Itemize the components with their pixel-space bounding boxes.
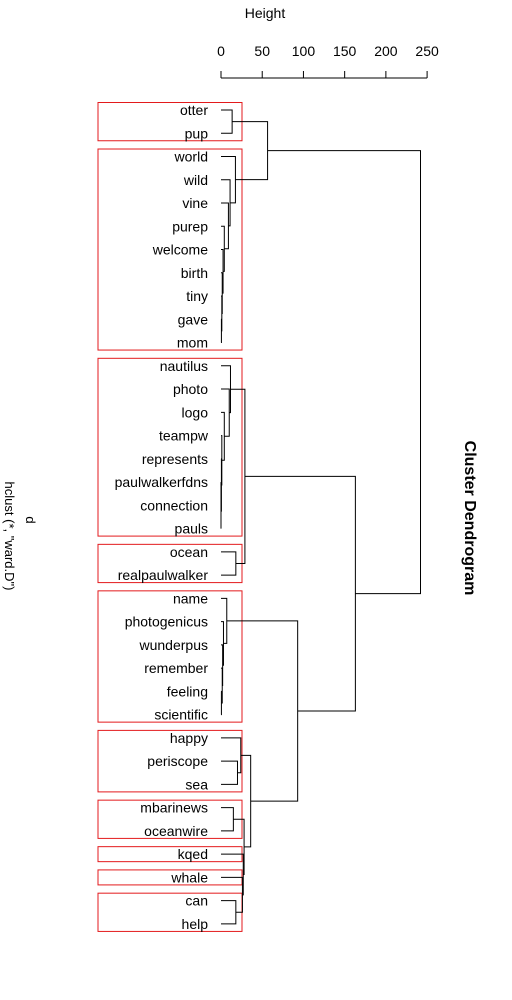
dendrogram-link (221, 760, 238, 785)
leaf-label: gave (178, 311, 209, 327)
axis-tick-label: 100 (292, 43, 316, 59)
leaf-label: feeling (167, 683, 208, 699)
axis-tick-label: 250 (415, 43, 439, 59)
leaf-label: name (173, 590, 208, 606)
leaf-label: scientific (154, 707, 208, 723)
height-axis: Height 0 50 100 150 200 250 (217, 5, 439, 79)
chart-subtitle-distance: d (23, 516, 38, 523)
leaf-label: nautilus (160, 358, 208, 374)
leaf-label: realpaulwalker (118, 567, 209, 583)
dendrogram-link (221, 621, 224, 666)
leaf-label: sea (185, 776, 208, 792)
cluster-box (97, 869, 243, 886)
leaf-label: logo (182, 404, 209, 420)
leaf-label: mbarinews (140, 800, 208, 816)
dendrogram-link (232, 121, 269, 181)
leaf-label: world (174, 149, 208, 165)
dendrogram-link (221, 551, 237, 576)
axis-tick-label: 200 (374, 43, 398, 59)
cluster-box (97, 148, 243, 351)
leaf-label: paulwalkerfdns (115, 474, 208, 490)
leaf-label: teampw (159, 428, 209, 444)
dendrogram-links (220, 109, 422, 925)
axis-tick-label: 0 (217, 43, 225, 59)
chart-title: Cluster Dendrogram (461, 441, 478, 596)
dendrogram-link (244, 475, 356, 712)
leaf-label: connection (140, 497, 208, 513)
cluster-box (97, 590, 243, 723)
leaf-label: can (185, 893, 208, 909)
dendrogram-link (230, 388, 246, 564)
leaf-label: happy (170, 730, 208, 746)
leaf-label: birth (181, 265, 208, 281)
leaf-label: mom (177, 335, 208, 351)
axis-tick-label: 50 (254, 43, 270, 59)
leaf-label: welcome (152, 242, 208, 258)
leaf-label: remember (144, 660, 208, 676)
cluster-box (97, 846, 243, 863)
dendrogram-link (221, 853, 244, 896)
leaf-label: vine (182, 195, 208, 211)
dendrogram-link (240, 754, 252, 848)
dendrogram-link (221, 807, 234, 832)
leaf-label: wunderpus (139, 637, 209, 653)
leaf-label: otter (180, 102, 208, 118)
leaf-label: oceanwire (144, 823, 208, 839)
leaf-label: tiny (186, 288, 208, 304)
cluster-box (97, 892, 243, 932)
leaf-labels: otter pup world wild vine purep welcome birth ti… (115, 102, 209, 932)
cluster-box (97, 357, 243, 537)
axis-title: Height (245, 5, 286, 21)
cluster-box (97, 729, 243, 793)
leaf-label: photo (173, 381, 208, 397)
cluster-box (97, 102, 243, 142)
leaf-label: purep (172, 218, 208, 234)
cluster-boxes (97, 102, 243, 932)
leaf-label: pup (185, 125, 209, 141)
dendrogram-link (226, 620, 299, 802)
leaf-label: kqed (178, 846, 208, 862)
dendrogram-link (221, 435, 223, 486)
leaf-label: ocean (170, 544, 208, 560)
leaf-label: wild (183, 172, 208, 188)
axis-tick-label: 150 (333, 43, 357, 59)
chart-subtitle-method: hclust (*, "ward.D") (2, 482, 17, 591)
leaf-label: pauls (175, 521, 208, 537)
leaf-label: photogenicus (125, 614, 208, 630)
leaf-label: whale (170, 869, 208, 885)
leaf-label: periscope (147, 753, 208, 769)
leaf-label: help (182, 916, 209, 932)
dendrogram-link (221, 876, 243, 913)
dendrogram-link (221, 900, 237, 925)
dendrogram-link (233, 818, 245, 876)
dendrogram-link (221, 109, 233, 134)
dendrogram-link (267, 150, 422, 595)
dendrogram-link (221, 179, 231, 227)
leaf-label: represents (142, 451, 208, 467)
